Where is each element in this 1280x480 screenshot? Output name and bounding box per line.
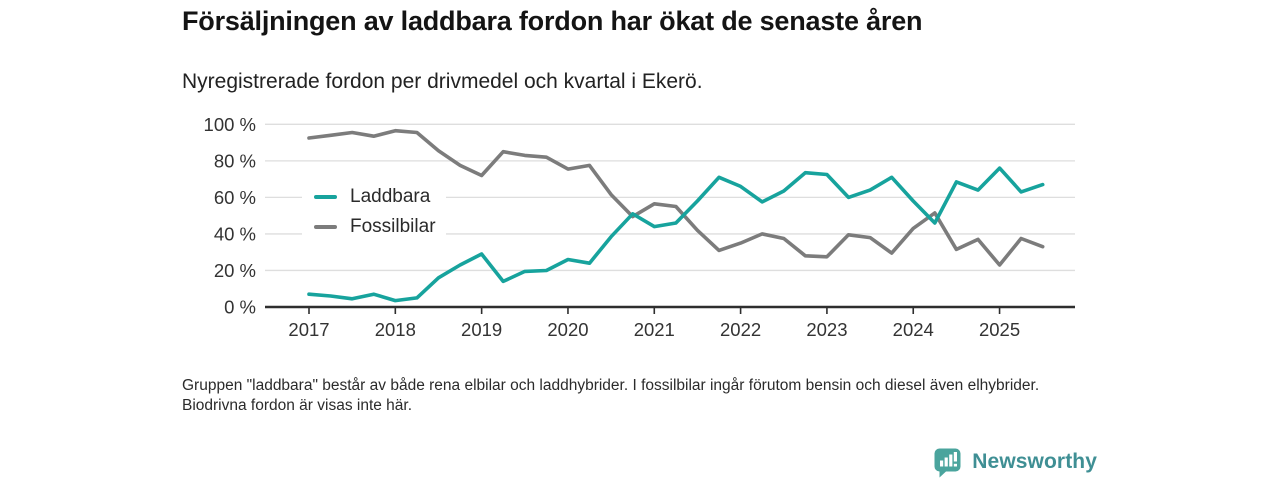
y-axis-tick-label: 20 % [214, 260, 256, 281]
chart-subtitle: Nyregistrerade fordon per drivmedel och … [182, 70, 703, 93]
legend-label: Laddbara [350, 186, 431, 207]
chart-footnote: Gruppen "laddbara" består av både rena e… [182, 377, 1040, 415]
x-axis-year-label: 2022 [720, 319, 761, 340]
y-axis-tick-label: 80 % [214, 150, 256, 171]
legend-swatch [314, 225, 337, 230]
chart-title: Försäljningen av laddbara fordon har öka… [182, 6, 923, 36]
brand-name: Newsworthy [972, 450, 1097, 473]
chart-plot: 0 % 20 % 40 % 60 % 80 % 100 % 2017 2018 2019 2020… [204, 114, 1075, 340]
legend-label: Fossilbilar [350, 215, 436, 237]
x-axis-year-label: 2024 [893, 319, 934, 340]
y-axis-tick-label: 40 % [214, 223, 256, 244]
x-axis-year-label: 2025 [979, 319, 1020, 340]
line-chart: 0 % 20 % 40 % 60 % 80 % 100 % 2017 2018 2019 2020… [204, 114, 1075, 340]
legend-item-fossilbilar: Fossilbilar [314, 215, 436, 238]
x-axis-year-label: 2020 [547, 319, 588, 340]
y-axis-tick-label: 100 % [204, 114, 256, 135]
chart-legend: Laddbara Fossilbilar [302, 183, 446, 244]
series-line-fossilbilar [307, 128, 1045, 267]
brand-logo: Newsworthy [932, 446, 1097, 478]
legend-item-laddbara: Laddbara [314, 186, 436, 208]
series-line-laddbara [307, 166, 1045, 303]
x-axis-year-label: 2023 [806, 319, 847, 340]
y-axis-tick-label: 0 % [224, 297, 256, 318]
y-axis-tick-label: 60 % [214, 187, 256, 208]
legend-swatch [314, 195, 337, 200]
x-axis-year-label: 2021 [634, 319, 675, 340]
bar-chart-speech-bubble-icon [934, 448, 961, 478]
x-axis-year-label: 2017 [288, 319, 329, 340]
x-axis-year-label: 2018 [375, 319, 416, 340]
x-axis-year-label: 2019 [461, 319, 502, 340]
